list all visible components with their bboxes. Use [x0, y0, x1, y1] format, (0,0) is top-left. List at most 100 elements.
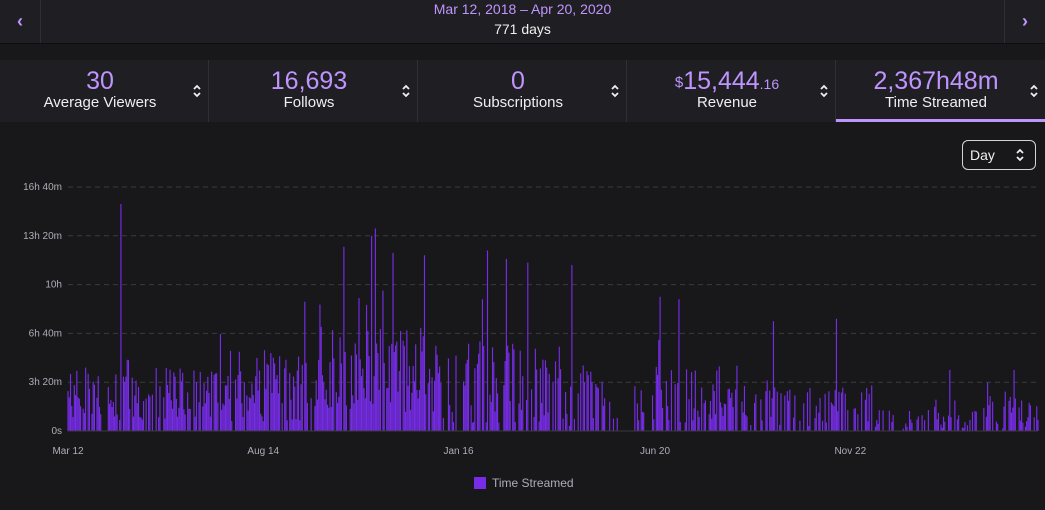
- bar[interactable]: [387, 387, 389, 431]
- bar[interactable]: [109, 403, 111, 431]
- bar[interactable]: [127, 360, 130, 431]
- bar[interactable]: [329, 362, 331, 431]
- bar[interactable]: [596, 387, 598, 431]
- bar[interactable]: [507, 345, 509, 431]
- bar[interactable]: [211, 371, 213, 431]
- bar[interactable]: [436, 354, 438, 431]
- bar[interactable]: [504, 360, 506, 431]
- bar[interactable]: [684, 422, 686, 431]
- bar[interactable]: [936, 419, 938, 431]
- bar[interactable]: [609, 401, 611, 431]
- bar[interactable]: [1026, 421, 1028, 431]
- bar[interactable]: [270, 353, 272, 431]
- bar[interactable]: [470, 405, 472, 431]
- bar[interactable]: [908, 411, 911, 431]
- bar[interactable]: [495, 378, 497, 431]
- bar[interactable]: [590, 371, 592, 431]
- bar[interactable]: [638, 420, 640, 431]
- bar[interactable]: [208, 392, 210, 431]
- bar[interactable]: [828, 391, 830, 431]
- bar[interactable]: [464, 385, 466, 431]
- bar[interactable]: [481, 299, 484, 431]
- bar[interactable]: [365, 304, 368, 431]
- bar[interactable]: [140, 417, 142, 431]
- bar[interactable]: [427, 383, 429, 431]
- bar[interactable]: [498, 422, 500, 431]
- bar[interactable]: [353, 403, 355, 431]
- bar[interactable]: [265, 388, 267, 431]
- bar[interactable]: [83, 412, 85, 431]
- bar[interactable]: [691, 372, 693, 431]
- bar[interactable]: [175, 398, 177, 431]
- bar[interactable]: [674, 384, 676, 431]
- bar[interactable]: [892, 415, 894, 431]
- bar[interactable]: [536, 369, 538, 431]
- bar[interactable]: [546, 367, 548, 431]
- bar[interactable]: [838, 391, 840, 431]
- bar[interactable]: [1036, 406, 1038, 431]
- bar[interactable]: [577, 393, 579, 431]
- bar[interactable]: [294, 386, 296, 431]
- bar[interactable]: [386, 388, 388, 431]
- bar[interactable]: [1024, 426, 1026, 431]
- bar[interactable]: [580, 373, 582, 431]
- date-range-display[interactable]: Mar 12, 2018 – Apr 20, 2020 771 days: [40, 0, 1005, 38]
- bar[interactable]: [178, 407, 180, 431]
- bar[interactable]: [591, 382, 593, 431]
- bar[interactable]: [693, 408, 695, 431]
- bar[interactable]: [732, 407, 734, 431]
- bar[interactable]: [527, 262, 529, 431]
- bar[interactable]: [466, 359, 468, 431]
- bar[interactable]: [824, 393, 826, 431]
- bar[interactable]: [765, 391, 767, 431]
- bar[interactable]: [379, 328, 381, 431]
- bar[interactable]: [476, 363, 478, 431]
- bar[interactable]: [216, 373, 218, 431]
- bar[interactable]: [643, 412, 645, 431]
- bar[interactable]: [678, 299, 680, 431]
- bar[interactable]: [586, 371, 588, 431]
- bar[interactable]: [398, 370, 400, 431]
- bar[interactable]: [793, 417, 795, 431]
- bar[interactable]: [653, 419, 655, 431]
- bar[interactable]: [917, 416, 919, 431]
- bar[interactable]: [184, 414, 186, 431]
- bar[interactable]: [206, 390, 208, 431]
- bar[interactable]: [489, 394, 491, 431]
- bar[interactable]: [1027, 417, 1029, 431]
- bar[interactable]: [376, 343, 378, 431]
- bar[interactable]: [1008, 400, 1010, 431]
- bar[interactable]: [114, 416, 116, 431]
- bar[interactable]: [462, 381, 465, 431]
- bar[interactable]: [134, 395, 136, 431]
- bar[interactable]: [292, 376, 295, 431]
- bar[interactable]: [324, 399, 326, 431]
- bar[interactable]: [277, 393, 279, 431]
- bar[interactable]: [616, 417, 618, 431]
- bar[interactable]: [548, 373, 550, 431]
- bar[interactable]: [159, 386, 161, 431]
- bar[interactable]: [519, 350, 521, 431]
- bar[interactable]: [1029, 405, 1032, 431]
- bar[interactable]: [260, 413, 262, 431]
- bar[interactable]: [924, 420, 926, 431]
- bar[interactable]: [318, 360, 320, 431]
- bar[interactable]: [241, 403, 243, 431]
- bar[interactable]: [659, 296, 661, 431]
- bar[interactable]: [558, 346, 560, 431]
- bar[interactable]: [746, 416, 748, 431]
- bar[interactable]: [423, 255, 426, 431]
- bar[interactable]: [512, 343, 514, 431]
- bar[interactable]: [876, 420, 878, 431]
- bar[interactable]: [835, 318, 838, 431]
- bar[interactable]: [240, 371, 242, 431]
- bar[interactable]: [1012, 407, 1014, 431]
- bar[interactable]: [112, 401, 114, 431]
- bar[interactable]: [741, 401, 743, 431]
- bar[interactable]: [405, 411, 407, 431]
- bar[interactable]: [345, 405, 347, 431]
- bar[interactable]: [392, 252, 394, 431]
- bar[interactable]: [77, 397, 79, 431]
- bar[interactable]: [171, 408, 174, 431]
- bar[interactable]: [989, 396, 991, 431]
